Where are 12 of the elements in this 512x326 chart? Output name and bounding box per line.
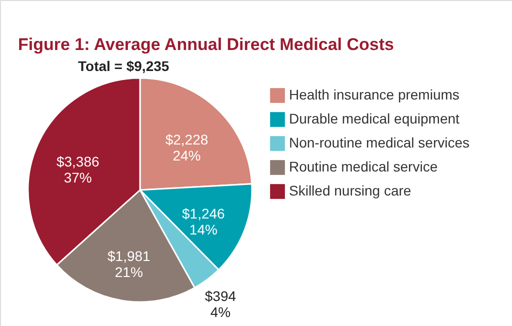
data-label: $394 4% <box>204 288 236 320</box>
data-label: $1,246 14% <box>182 206 226 238</box>
legend-label: Skilled nursing care <box>289 182 412 198</box>
legend-label: Non-routine medical services <box>289 134 470 150</box>
data-label: $3,386 37% <box>56 153 100 186</box>
chart-subtitle: Total = $9,235 <box>78 58 170 74</box>
legend-label: Routine medical service <box>289 158 438 174</box>
legend-label: Health insurance premiums <box>289 86 460 102</box>
data-label: $2,228 24% <box>165 132 208 164</box>
data-label: $1,981 21% <box>107 248 151 280</box>
legend-label: Durable medical equipment <box>289 110 460 126</box>
chart-title: Figure 1: Average Annual Direct Medical Costs <box>18 35 394 54</box>
